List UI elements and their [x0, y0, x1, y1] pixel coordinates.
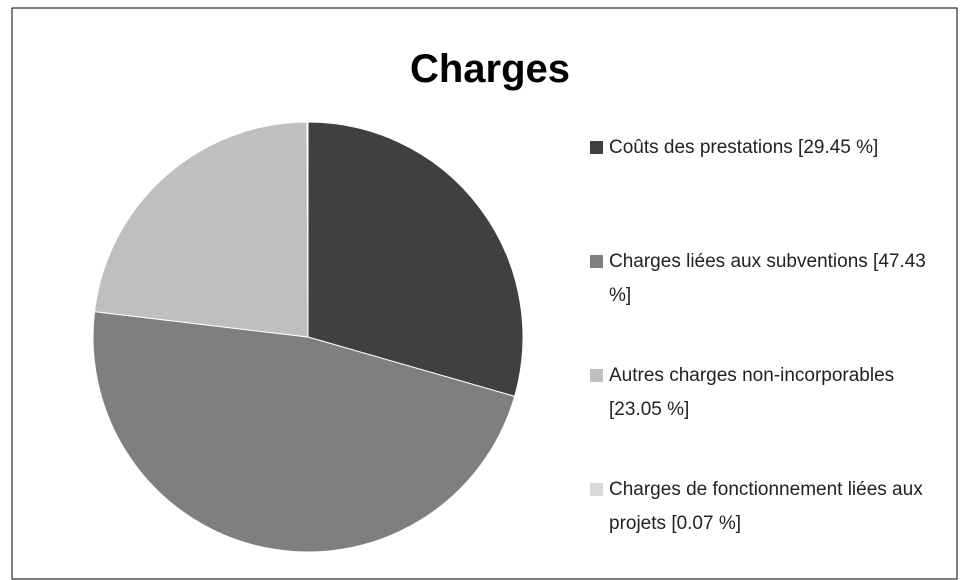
- chart-title: Charges: [410, 47, 570, 91]
- pie-slice: [92, 311, 516, 553]
- legend-text: Charges liées aux subventions [47.43 %]: [609, 245, 945, 313]
- legend-value: [23.05 %]: [609, 399, 690, 420]
- legend-item: Coûts des prestations [29.45 %]: [590, 131, 945, 165]
- legend-swatch: [590, 369, 603, 382]
- pie: [92, 121, 524, 553]
- legend-label: Charges liées aux subventions: [609, 251, 868, 272]
- legend-text: Autres charges non-incorporables [23.05 …: [609, 359, 945, 427]
- pie-slice: [307, 121, 524, 397]
- legend-label: Coûts des prestations: [609, 137, 793, 158]
- legend-swatch: [590, 255, 603, 268]
- legend-swatch: [590, 483, 603, 496]
- legend-label: Autres charges non-incorporables: [609, 365, 895, 386]
- pie-slice: [306, 121, 309, 338]
- legend-text: Coûts des prestations [29.45 %]: [609, 131, 878, 165]
- legend-item: Autres charges non-incorporables [23.05 …: [590, 359, 945, 427]
- legend-item: Charges de fonctionnement liées aux proj…: [590, 473, 945, 541]
- legend-value: [0.07 %]: [671, 513, 742, 534]
- pie-slice: [93, 121, 309, 338]
- legend-value: [29.45 %]: [798, 137, 879, 158]
- legend-swatch: [590, 141, 603, 154]
- legend-value: [47.43 %]: [609, 251, 926, 306]
- legend-item: Charges liées aux subventions [47.43 %]: [590, 245, 945, 313]
- legend-label: Charges de fonctionnement liées aux proj…: [609, 479, 923, 534]
- legend-text: Charges de fonctionnement liées aux proj…: [609, 473, 945, 541]
